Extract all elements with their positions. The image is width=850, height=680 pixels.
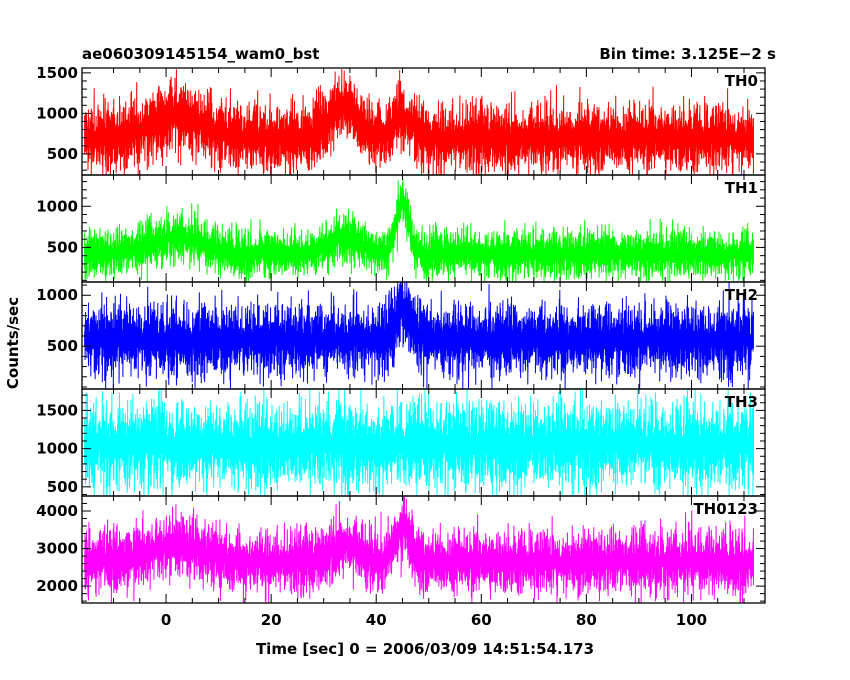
y-tick-label: 500 — [47, 238, 78, 256]
y-tick-label: 1000 — [36, 286, 78, 304]
x-tick-label: 100 — [676, 611, 707, 629]
panel-label-th2: TH2 — [725, 286, 758, 304]
series-line-th2 — [84, 282, 754, 389]
panel-th0: 500 1000 1500 TH0 — [36, 64, 766, 176]
panel-label-th0: TH0 — [725, 72, 758, 90]
bin-time-label: Bin time: 3.125E−2 s — [599, 45, 776, 63]
y-tick-label: 1000 — [36, 440, 78, 458]
panel-th2: 500 1000 TH2 — [36, 281, 766, 390]
y-tick-label: 4000 — [36, 502, 78, 520]
x-axis-labels: 0 20 40 60 80 100 — [161, 611, 707, 629]
x-tick-label: 60 — [471, 611, 492, 629]
panel-th3: 500 1000 1500 TH3 — [36, 388, 766, 497]
series-line-th1 — [84, 178, 754, 282]
y-tick-label: 500 — [47, 478, 78, 496]
panel-label-th3: TH3 — [725, 393, 758, 411]
panel-frame — [81, 495, 766, 604]
x-axis-title: Time [sec] 0 = 2006/03/09 14:51:54.173 — [256, 640, 594, 658]
series-line-th3 — [84, 389, 754, 496]
y-tick-label: 500 — [47, 145, 78, 163]
y-tick-label: 3000 — [36, 540, 78, 558]
panel-label-th0123: TH0123 — [693, 500, 758, 518]
panel-th0123: 2000 3000 4000 TH0123 — [36, 495, 766, 604]
y-tick-label: 1500 — [36, 401, 78, 419]
chart-title: ae060309145154_wam0_bst — [82, 45, 319, 63]
y-axis-title: Counts/sec — [4, 297, 22, 389]
x-tick-label: 20 — [261, 611, 282, 629]
y-tick-label: 1000 — [36, 104, 78, 122]
y-tick-label: 1000 — [36, 197, 78, 215]
y-tick-label: 1500 — [36, 64, 78, 82]
x-tick-label: 0 — [161, 611, 171, 629]
x-tick-label: 80 — [576, 611, 597, 629]
y-tick-label: 500 — [47, 337, 78, 355]
series-line-th0123 — [84, 496, 754, 603]
panel-label-th1: TH1 — [725, 179, 758, 197]
x-tick-label: 40 — [366, 611, 387, 629]
panel-th1: 500 1000 TH1 — [36, 174, 766, 283]
series-line-th0 — [84, 68, 754, 175]
y-tick-label: 2000 — [36, 577, 78, 595]
